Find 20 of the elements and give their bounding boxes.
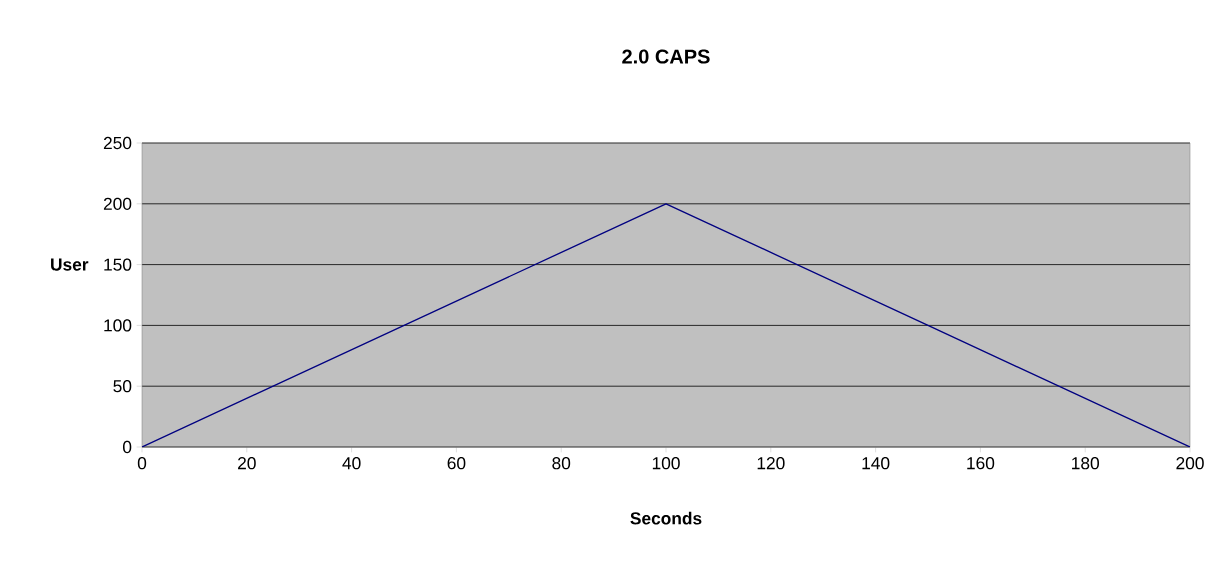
x-tick-label: 40 [342,457,361,470]
y-tick-label: 250 [103,136,132,150]
x-axis-title: Seconds [630,511,702,525]
y-axis-title: User [51,258,89,271]
x-tick-label: 120 [757,457,785,470]
x-tick-label: 20 [238,457,256,470]
x-tick-label: 180 [1072,457,1099,470]
x-tick-label: 60 [447,457,466,470]
x-tick-label: 100 [652,457,680,470]
y-tick-label: 0 [122,440,132,454]
x-tick-label: 0 [137,457,147,470]
x-tick-label: 140 [862,457,890,470]
x-tick-label: 200 [1176,457,1204,470]
y-tick-label: 50 [113,380,132,393]
chart-title: 2.0 CAPS [622,49,710,64]
x-tick-label: 160 [967,457,995,470]
y-tick-label: 150 [104,258,132,271]
x-tick-label: 80 [552,457,571,470]
y-tick-label: 100 [104,319,132,332]
y-tick-label: 200 [103,197,132,210]
